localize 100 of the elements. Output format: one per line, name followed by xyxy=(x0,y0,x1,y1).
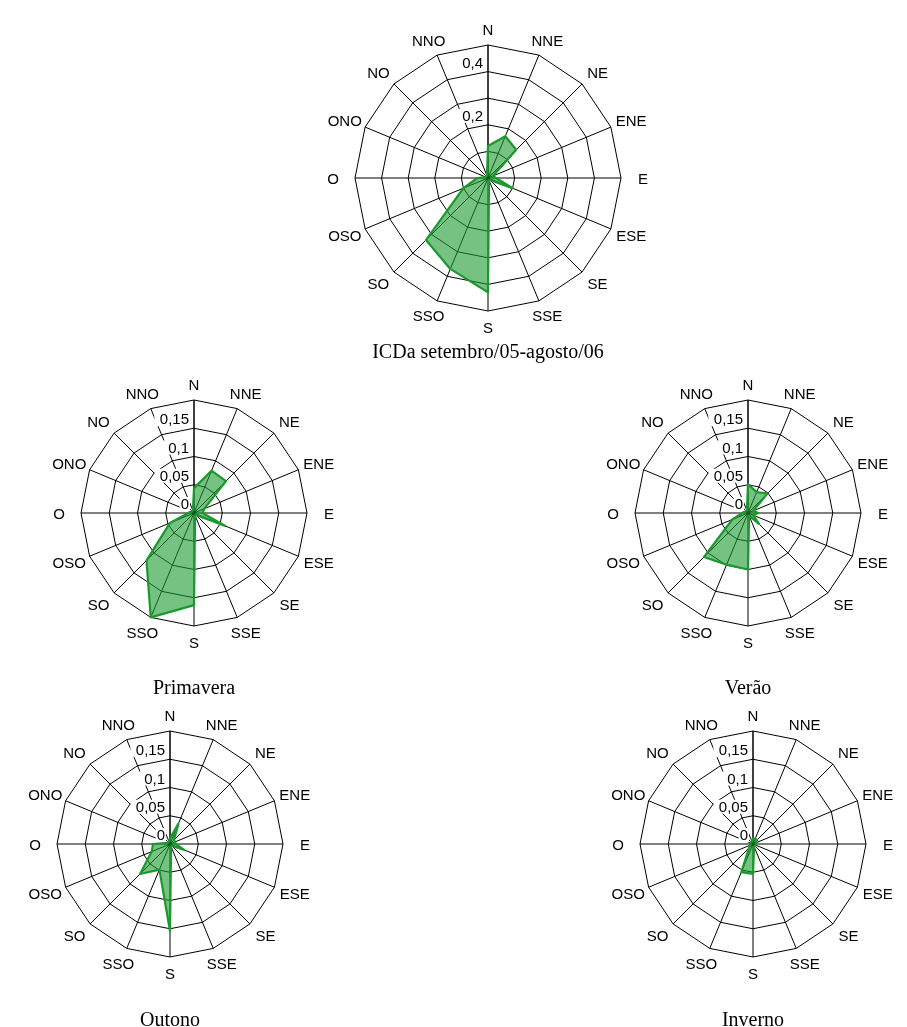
spoke-label: NE xyxy=(838,744,859,762)
text: ICDa setembro/05-agosto/06 xyxy=(372,340,604,363)
spoke-label: SSE xyxy=(206,954,237,972)
spoke-label: S xyxy=(747,964,759,982)
spoke-label: SSO xyxy=(685,954,718,972)
spoke-label: N xyxy=(747,706,759,724)
spoke-label: SO xyxy=(641,595,664,613)
spoke-label: S xyxy=(742,633,754,651)
spoke-label: SSO xyxy=(412,307,445,325)
y-tick-label: 0,05 xyxy=(159,466,189,484)
spoke-label: NO xyxy=(646,744,669,762)
y-tick-label: 0,15 xyxy=(713,410,743,428)
spoke-label: OSO xyxy=(328,226,362,244)
spoke-label: SSE xyxy=(230,623,261,641)
spoke-label: E xyxy=(323,504,335,522)
spoke-label: SE xyxy=(587,274,608,292)
spoke-label: SSE xyxy=(789,954,820,972)
y-tick-label: 0,4 xyxy=(462,53,483,71)
spoke-label: OSO xyxy=(28,884,62,902)
spoke-label: ENE xyxy=(615,112,647,130)
spoke-label: ENE xyxy=(857,455,889,473)
spoke-label: S xyxy=(188,633,200,651)
spoke-label: O xyxy=(53,504,65,522)
spoke-label: NNE xyxy=(788,716,821,734)
spoke-label: ENE xyxy=(862,786,894,804)
y-tick-label: 0,1 xyxy=(722,438,743,456)
y-tick-label: 0,1 xyxy=(168,438,189,456)
spoke-label: ESE xyxy=(303,553,334,571)
spoke-label: E xyxy=(877,504,889,522)
spoke-label: S xyxy=(164,964,176,982)
spoke-label: SSO xyxy=(680,623,713,641)
spoke-label: SE xyxy=(838,926,859,944)
spoke-label: NE xyxy=(833,413,854,431)
spoke-label: E xyxy=(882,835,894,853)
spoke-label: O xyxy=(29,835,41,853)
spoke-label: NNE xyxy=(531,31,564,49)
spoke-label: N xyxy=(742,375,754,393)
spoke-label: NNO xyxy=(412,31,446,49)
y-tick-label: 0 xyxy=(734,495,743,512)
spoke-label: NO xyxy=(367,64,390,82)
y-tick-label: 0 xyxy=(156,826,165,843)
spoke-label: ONO xyxy=(52,455,87,473)
spoke-label: E xyxy=(299,835,311,853)
spoke-label: SO xyxy=(63,926,86,944)
spoke-label: N xyxy=(164,706,176,724)
text: Primavera xyxy=(152,676,236,698)
spoke-label: NNE xyxy=(205,716,238,734)
spoke-label: SE xyxy=(833,595,854,613)
spoke-label: NNO xyxy=(125,385,160,403)
spoke-label: NNO xyxy=(679,385,714,403)
spoke-label: SSO xyxy=(126,623,159,641)
text: Verão xyxy=(724,676,772,698)
spoke-label: N xyxy=(482,20,494,38)
y-tick-label: 0 xyxy=(739,826,748,843)
y-tick-label: 0,05 xyxy=(135,797,165,815)
spoke-label: N xyxy=(188,375,200,393)
spoke-label: ESE xyxy=(862,884,893,902)
spoke-label: OSO xyxy=(606,553,640,571)
spoke-label: OSO xyxy=(611,884,645,902)
spoke-label: ONO xyxy=(611,786,646,804)
spoke-label: NO xyxy=(63,744,86,762)
spoke-label: ESE xyxy=(279,884,310,902)
spoke-label: O xyxy=(607,504,619,522)
y-tick-label: 0,05 xyxy=(713,466,743,484)
spoke-label: ONO xyxy=(606,455,641,473)
spoke-label: O xyxy=(327,169,339,187)
spoke-label: NO xyxy=(641,413,664,431)
y-tick-label: 0,15 xyxy=(159,410,189,428)
y-tick-label: 0,2 xyxy=(462,106,483,124)
spoke-label: ESE xyxy=(616,226,647,244)
y-tick-label: 0,1 xyxy=(727,769,748,787)
spoke-label: ENE xyxy=(279,786,311,804)
spoke-label: SSE xyxy=(532,307,563,325)
text: Outono xyxy=(140,1008,200,1027)
spoke-label: ENE xyxy=(303,455,335,473)
spoke-label: ONO xyxy=(28,786,63,804)
spoke-label: NE xyxy=(255,744,276,762)
y-tick-label: 0,15 xyxy=(135,741,165,759)
spoke-label: NE xyxy=(279,413,300,431)
spoke-label: ONO xyxy=(327,112,362,130)
text: Inverno xyxy=(721,1008,785,1027)
spoke-label: NNE xyxy=(783,385,816,403)
spoke-label: E xyxy=(637,169,649,187)
spoke-label: SO xyxy=(87,595,110,613)
y-tick-label: 0,05 xyxy=(718,797,748,815)
spoke-label: OSO xyxy=(52,553,86,571)
spoke-label: SO xyxy=(367,274,390,292)
spoke-label: SSO xyxy=(102,954,135,972)
spoke-label: SE xyxy=(279,595,300,613)
spoke-label: NO xyxy=(87,413,110,431)
spoke-label: SO xyxy=(646,926,669,944)
spoke-label: ESE xyxy=(857,553,888,571)
spoke-label: NE xyxy=(587,64,609,82)
spoke-label: SSE xyxy=(784,623,815,641)
y-tick-label: 0 xyxy=(180,495,189,512)
spoke-label: S xyxy=(482,318,494,336)
spoke-label: O xyxy=(612,835,624,853)
spoke-label: SE xyxy=(255,926,276,944)
y-tick-label: 0,1 xyxy=(144,769,165,787)
y-tick-label: 0,15 xyxy=(718,741,748,759)
